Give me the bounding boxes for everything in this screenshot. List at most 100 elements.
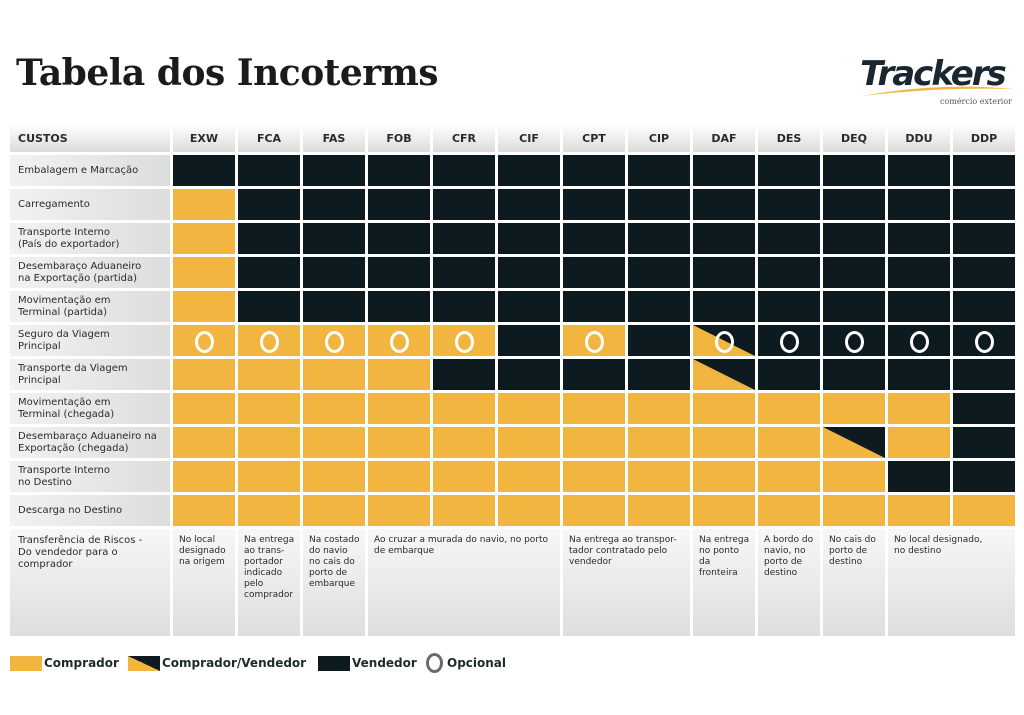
column-header-cif: CIF: [498, 124, 560, 152]
column-header-cpt: CPT: [563, 124, 625, 152]
table-cell: [693, 257, 755, 288]
table-cell: [238, 257, 300, 288]
table-cell: [758, 359, 820, 390]
table-cell: [888, 291, 950, 322]
table-cell: [498, 359, 560, 390]
table-cell: [628, 291, 690, 322]
optional-ring-icon: [910, 330, 929, 353]
risk-cell: No local designado na origem: [173, 529, 235, 636]
table-cell: [368, 495, 430, 526]
column-header-exw: EXW: [173, 124, 235, 152]
table-cell: [173, 189, 235, 220]
optional-ring-icon: [715, 330, 734, 353]
optional-ring-icon: [390, 330, 409, 353]
table-cell: [758, 223, 820, 254]
table-cell: [628, 495, 690, 526]
risk-cell: A bordo do navio, no porto de destino: [758, 529, 820, 636]
table-cell: [823, 427, 885, 458]
trackers-logo: Trackers comércio exterior: [858, 54, 1016, 110]
row-label: Transporte Interno no Destino: [10, 461, 170, 492]
table-cell: [953, 359, 1015, 390]
table-cell: [953, 427, 1015, 458]
column-header-deq: DEQ: [823, 124, 885, 152]
table-cell: [563, 155, 625, 186]
table-cell: [238, 461, 300, 492]
legend-swatch-comprador-vendedor: [128, 655, 160, 671]
table-cell: [758, 427, 820, 458]
table-cell: [433, 427, 495, 458]
table-cell: [628, 427, 690, 458]
table-cell: [693, 325, 755, 356]
table-cell: [693, 495, 755, 526]
table-cell: [758, 189, 820, 220]
risk-cell: Ao cruzar a murada do navio, no porto de…: [368, 529, 560, 636]
column-header-custos: CUSTOS: [10, 124, 170, 152]
optional-ring-icon: [325, 330, 344, 353]
legend-item-opcional: Opcional: [426, 653, 506, 673]
table-cell: [758, 257, 820, 288]
table-cell: [433, 461, 495, 492]
table-cell: [563, 393, 625, 424]
column-header-fob: FOB: [368, 124, 430, 152]
legend: Comprador Comprador/Vendedor Vendedor Op…: [10, 653, 610, 673]
table-cell: [563, 223, 625, 254]
table-cell: [238, 359, 300, 390]
table-cell: [628, 393, 690, 424]
table-cell: [953, 291, 1015, 322]
column-header-ddu: DDU: [888, 124, 950, 152]
optional-ring-icon: [780, 330, 799, 353]
row-label: Desembaraço Aduaneiro na Exportação (che…: [10, 427, 170, 458]
table-cell: [628, 189, 690, 220]
table-cell: [173, 257, 235, 288]
table-cell: [368, 427, 430, 458]
table-cell: [368, 325, 430, 356]
table-cell: [953, 393, 1015, 424]
table-cell: [563, 325, 625, 356]
table-cell: [693, 427, 755, 458]
column-header-ddp: DDP: [953, 124, 1015, 152]
legend-swatch-vendedor: [318, 655, 350, 671]
table-cell: [173, 325, 235, 356]
table-cell: [303, 393, 365, 424]
table-cell: [303, 291, 365, 322]
risk-cell: No cais do porto de destino: [823, 529, 885, 636]
table-cell: [888, 155, 950, 186]
table-cell: [888, 461, 950, 492]
table-cell: [953, 325, 1015, 356]
table-cell: [433, 495, 495, 526]
table-cell: [498, 461, 560, 492]
risk-row-label: Transferência de Riscos - Do vendedor pa…: [10, 529, 170, 636]
legend-label-comprador-vendedor: Comprador/Vendedor: [162, 656, 307, 670]
row-label: Movimentação em Terminal (chegada): [10, 393, 170, 424]
table-cell: [303, 223, 365, 254]
table-cell: [693, 461, 755, 492]
table-cell: [173, 359, 235, 390]
table-cell: [628, 155, 690, 186]
table-cell: [563, 257, 625, 288]
table-cell: [953, 257, 1015, 288]
table-cell: [368, 291, 430, 322]
table-cell: [433, 257, 495, 288]
risk-cell: No local designado, no destino: [888, 529, 1015, 636]
table-cell: [498, 223, 560, 254]
table-cell: [758, 155, 820, 186]
legend-label-comprador: Comprador: [44, 656, 119, 670]
table-cell: [368, 359, 430, 390]
table-cell: [953, 495, 1015, 526]
table-cell: [823, 495, 885, 526]
row-label: Desembaraço Aduaneiro na Exportação (par…: [10, 257, 170, 288]
table-cell: [693, 359, 755, 390]
table-cell: [628, 325, 690, 356]
risk-cell: Na entrega ao trans- portador indicado p…: [238, 529, 300, 636]
table-cell: [173, 495, 235, 526]
table-cell: [823, 189, 885, 220]
column-header-fas: FAS: [303, 124, 365, 152]
table-cell: [498, 189, 560, 220]
legend-item-comprador: Comprador: [10, 653, 119, 673]
table-cell: [238, 189, 300, 220]
table-cell: [433, 291, 495, 322]
logo-swoosh-icon: [862, 86, 1014, 96]
table-cell: [563, 461, 625, 492]
table-cell: [368, 257, 430, 288]
table-cell: [628, 359, 690, 390]
